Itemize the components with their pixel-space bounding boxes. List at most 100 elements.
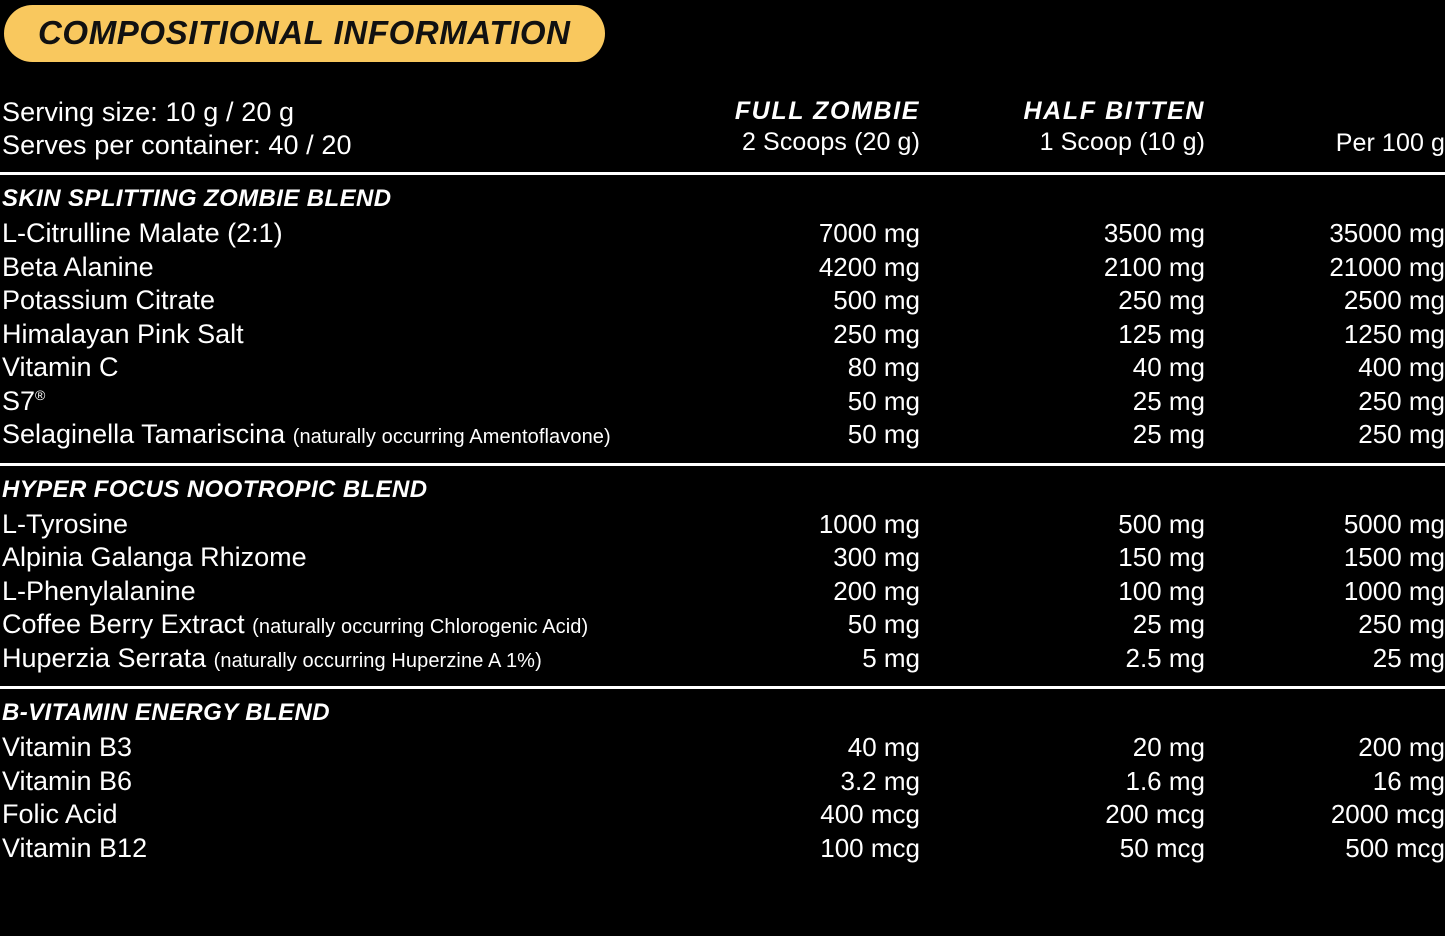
column-header-per-100g: Per 100 g bbox=[1336, 127, 1445, 159]
value-half-bitten: 2.5 mg bbox=[1125, 642, 1206, 673]
ingredient-name: L-Phenylalanine bbox=[2, 575, 196, 606]
value-half-bitten: 125 mg bbox=[1118, 318, 1205, 349]
value-full-zombie: 5 mg bbox=[862, 642, 920, 673]
ingredient-note: (naturally occurring Amentoflavone) bbox=[292, 426, 611, 448]
value-full-zombie: 1000 mg bbox=[818, 508, 920, 539]
value-per-100g: 1000 mg bbox=[1343, 575, 1445, 606]
section-title: SKIN SPLITTING ZOMBIE BLEND bbox=[2, 185, 392, 212]
value-half-bitten: 3500 mg bbox=[1103, 218, 1205, 248]
value-half-bitten: 25 mg bbox=[1132, 609, 1205, 639]
nutrition-sections: SKIN SPLITTING ZOMBIE BLEND L-Citrulline … bbox=[0, 175, 1445, 865]
nutrition-section: B-VITAMIN ENERGY BLEND Vitamin B3 40 mg 20 … bbox=[0, 689, 1445, 865]
ingredient-cell: Coffee Berry Extract (naturally occurrin… bbox=[2, 608, 588, 645]
value-full-zombie: 200 mg bbox=[833, 575, 920, 606]
value-per-100g: 500 mcg bbox=[1345, 832, 1445, 863]
ingredient-name: Vitamin B3 bbox=[2, 732, 133, 762]
ingredient-cell: Vitamin C bbox=[2, 351, 119, 385]
value-half-bitten: 20 mg bbox=[1132, 732, 1205, 762]
value-full-zombie: 40 mg bbox=[847, 732, 920, 762]
header-badge-container: COMPOSITIONAL INFORMATION bbox=[0, 0, 1445, 62]
table-row: Potassium Citrate 500 mg 250 mg 2500 mg bbox=[0, 284, 1445, 318]
section-title: HYPER FOCUS NOOTROPIC BLEND bbox=[2, 475, 428, 503]
value-half-bitten: 25 mg bbox=[1132, 385, 1205, 416]
value-per-100g: 1250 mg bbox=[1343, 318, 1445, 349]
ingredient-note: (naturally occurring Chlorogenic Acid) bbox=[252, 616, 589, 638]
serving-size-line: Serving size: 10 g / 20 g bbox=[2, 97, 295, 127]
value-full-zombie: 80 mg bbox=[847, 352, 920, 382]
header-divider bbox=[0, 172, 1445, 175]
ingredient-cell: L-Tyrosine bbox=[2, 508, 128, 542]
value-per-100g: 250 mg bbox=[1358, 609, 1445, 639]
ingredient-name: Himalayan Pink Salt bbox=[2, 318, 244, 349]
ingredient-cell: Huperzia Serrata (naturally occurring Hu… bbox=[2, 642, 542, 679]
column-header-half-bitten-sub: 1 Scoop (10 g) bbox=[1039, 128, 1205, 156]
ingredient-name: Alpinia Galanga Rhizome bbox=[2, 542, 307, 572]
value-per-100g: 16 mg bbox=[1372, 765, 1445, 796]
value-per-100g: 35000 mg bbox=[1329, 218, 1445, 248]
table-row: Huperzia Serrata (naturally occurring Hu… bbox=[0, 642, 1445, 676]
value-per-100g: 1500 mg bbox=[1343, 542, 1445, 572]
ingredient-cell: Himalayan Pink Salt bbox=[2, 318, 244, 352]
ingredient-cell: Alpinia Galanga Rhizome bbox=[2, 541, 307, 575]
value-half-bitten: 150 mg bbox=[1118, 542, 1205, 572]
ingredient-name: Coffee Berry Extract bbox=[2, 609, 245, 639]
ingredient-cell: Folic Acid bbox=[2, 798, 118, 832]
serving-info: Serving size: 10 g / 20 g Serves per con… bbox=[2, 96, 352, 162]
value-per-100g: 250 mg bbox=[1358, 419, 1445, 449]
table-row: Vitamin B12 100 mcg 50 mcg 500 mcg bbox=[0, 832, 1445, 866]
table-row: Vitamin C 80 mg 40 mg 400 mg bbox=[0, 351, 1445, 385]
column-header-full-zombie: FULL ZOMBIE 2 Scoops (20 g) bbox=[735, 96, 920, 158]
registered-trademark-icon: ® bbox=[35, 386, 46, 403]
ingredient-name: Folic Acid bbox=[2, 799, 118, 829]
table-row: L-Phenylalanine 200 mg 100 mg 1000 mg bbox=[0, 575, 1445, 609]
table-row: Coffee Berry Extract (naturally occurrin… bbox=[0, 608, 1445, 642]
table-row: S7® 50 mg 25 mg 250 mg bbox=[0, 385, 1445, 419]
table-row: Himalayan Pink Salt 250 mg 125 mg 1250 mg bbox=[0, 318, 1445, 352]
ingredient-cell: Vitamin B6 bbox=[2, 765, 132, 799]
nutrition-section: SKIN SPLITTING ZOMBIE BLEND L-Citrulline … bbox=[0, 175, 1445, 452]
value-per-100g: 5000 mg bbox=[1343, 508, 1445, 539]
ingredient-name: L-Tyrosine bbox=[2, 508, 129, 539]
value-full-zombie: 50 mg bbox=[847, 609, 920, 639]
value-half-bitten: 1.6 mg bbox=[1125, 765, 1206, 796]
section-divider bbox=[0, 462, 1445, 466]
column-header-per-100g-sub: Per 100 g bbox=[1335, 129, 1445, 157]
value-per-100g: 200 mg bbox=[1358, 732, 1445, 762]
value-full-zombie: 7000 mg bbox=[818, 218, 920, 248]
value-full-zombie: 100 mcg bbox=[820, 832, 920, 863]
value-per-100g: 400 mg bbox=[1358, 352, 1445, 382]
value-full-zombie: 50 mg bbox=[847, 385, 920, 416]
value-full-zombie: 4200 mg bbox=[818, 251, 920, 282]
value-half-bitten: 500 mg bbox=[1118, 508, 1205, 539]
column-header-full-zombie-name: FULL ZOMBIE bbox=[734, 97, 920, 125]
value-per-100g: 21000 mg bbox=[1329, 251, 1445, 282]
ingredient-cell: S7® bbox=[2, 385, 45, 419]
compositional-information-badge: COMPOSITIONAL INFORMATION bbox=[4, 5, 605, 62]
ingredient-name: L-Citrulline Malate (2:1) bbox=[2, 218, 283, 248]
table-row: Alpinia Galanga Rhizome 300 mg 150 mg 1500 … bbox=[0, 541, 1445, 575]
value-full-zombie: 3.2 mg bbox=[840, 765, 921, 796]
table-row: Folic Acid 400 mcg 200 mcg 2000 mcg bbox=[0, 798, 1445, 832]
ingredient-cell: Potassium Citrate bbox=[2, 284, 215, 318]
table-row: Vitamin B6 3.2 mg 1.6 mg 16 mg bbox=[0, 765, 1445, 799]
value-half-bitten: 100 mg bbox=[1118, 575, 1205, 606]
serves-per-container-line: Serves per container: 40 / 20 bbox=[2, 130, 352, 160]
value-full-zombie: 50 mg bbox=[847, 419, 920, 449]
table-row: L-Tyrosine 1000 mg 500 mg 5000 mg bbox=[0, 508, 1445, 542]
ingredient-cell: Beta Alanine bbox=[2, 251, 154, 285]
ingredient-name: Beta Alanine bbox=[2, 251, 154, 282]
ingredient-name: Vitamin C bbox=[2, 352, 119, 382]
value-half-bitten: 250 mg bbox=[1118, 285, 1205, 315]
value-half-bitten: 40 mg bbox=[1132, 352, 1205, 382]
value-full-zombie: 300 mg bbox=[833, 542, 920, 572]
value-half-bitten: 50 mcg bbox=[1119, 832, 1205, 863]
ingredient-cell: Vitamin B12 bbox=[2, 832, 147, 866]
value-per-100g: 250 mg bbox=[1358, 385, 1445, 416]
value-half-bitten: 200 mcg bbox=[1105, 799, 1205, 829]
value-full-zombie: 400 mcg bbox=[820, 799, 920, 829]
ingredient-cell: L-Phenylalanine bbox=[2, 575, 196, 609]
ingredient-note: (naturally occurring Huperzine A 1%) bbox=[213, 649, 542, 672]
ingredient-name: Huperzia Serrata bbox=[2, 642, 207, 673]
ingredient-name: S7® bbox=[2, 385, 46, 416]
value-half-bitten: 25 mg bbox=[1132, 419, 1205, 449]
